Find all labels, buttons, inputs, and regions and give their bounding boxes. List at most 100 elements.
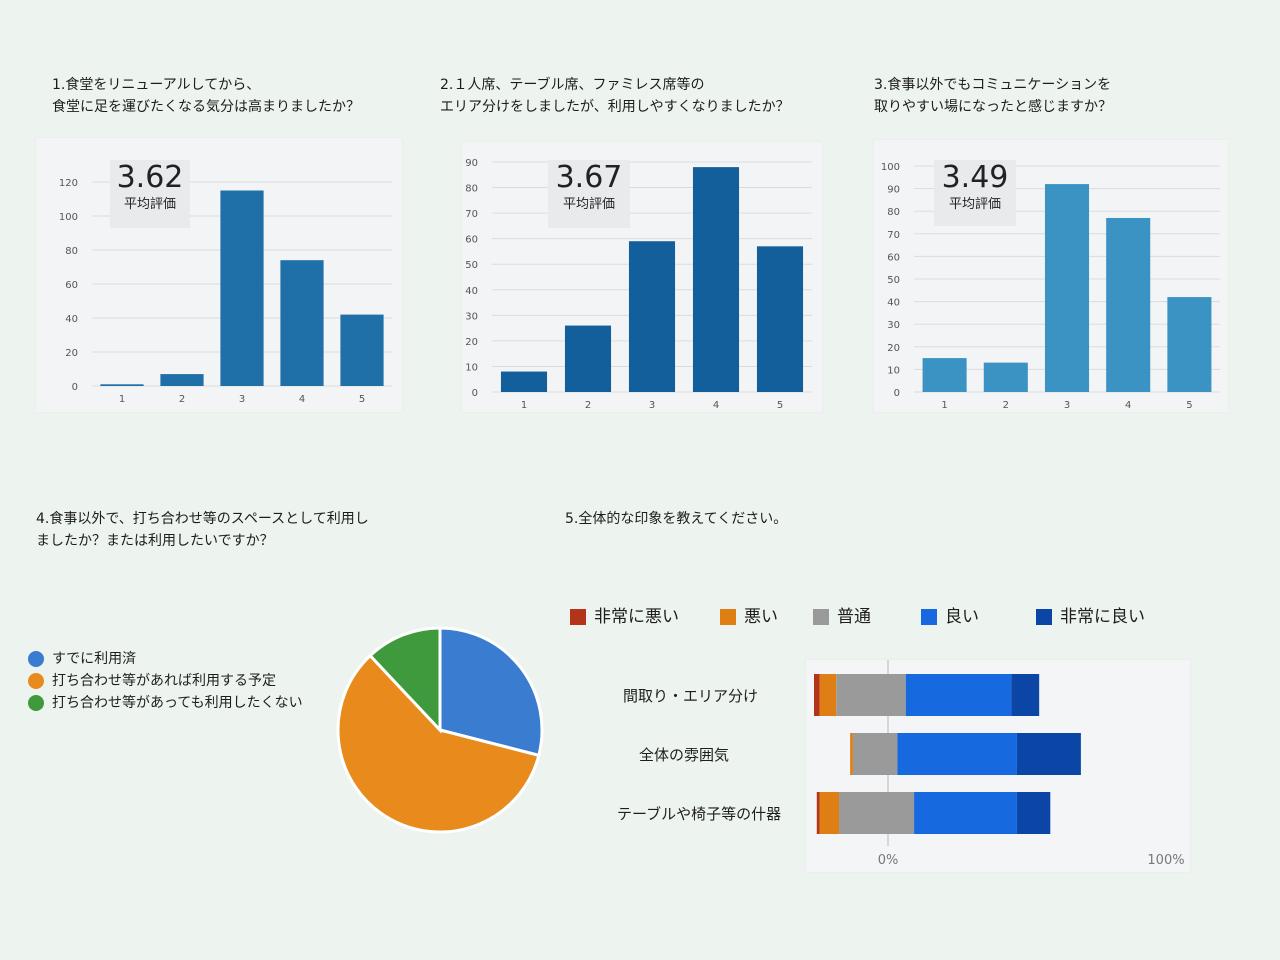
stacked-legend-item: 非常に良い xyxy=(1036,605,1145,629)
bar-chart-q2: 0 10 20 30 40 50 60 70 80 90 1 2 3 4 5 3.67 平均評価 xyxy=(462,142,822,412)
x-tick-label: 3 xyxy=(1064,400,1070,411)
legend-swatch-icon xyxy=(813,609,829,625)
y-tick-label: 30 xyxy=(465,311,478,322)
bar xyxy=(1106,217,1151,392)
stacked-segment xyxy=(852,733,898,775)
y-tick-label: 0 xyxy=(894,388,900,399)
question-2-title: 2.１人席、テーブル席、ファミレス席等の エリア分けをしましたが、利用しやすくな… xyxy=(440,77,790,115)
x-tick-label: 4 xyxy=(713,400,719,411)
bar-chart-q3-plot: 0 10 20 30 40 50 60 70 80 90 100 1 2 3 4 5 xyxy=(881,162,1220,411)
bar xyxy=(100,384,144,386)
stacked-segment xyxy=(814,674,820,716)
x-tick-label: 100% xyxy=(1147,853,1184,868)
pie-legend-item: すでに利用済 xyxy=(28,648,303,670)
pie-legend: すでに利用済 打ち合わせ等があれば利用する予定 打ち合わせ等があっても利用したく… xyxy=(28,648,303,714)
y-tick-label: 20 xyxy=(887,343,900,354)
stacked-category-label: テーブルや椅子等の什器 xyxy=(617,805,782,823)
y-tick-label: 30 xyxy=(887,320,900,331)
average-label-q1: 平均評価 xyxy=(123,197,176,212)
stacked-segment xyxy=(839,792,915,834)
y-tick-label: 40 xyxy=(465,286,478,297)
pie-legend-item: 打ち合わせ等があっても利用したくない xyxy=(28,692,303,714)
bar xyxy=(756,246,804,392)
average-box-q2: 3.67 平均評価 xyxy=(548,160,630,228)
stacked-bar-plot: 0% 100% xyxy=(814,660,1185,868)
x-tick-label: 3 xyxy=(649,400,655,411)
average-value-q2: 3.67 xyxy=(555,160,623,195)
x-tick-label: 4 xyxy=(299,394,305,405)
legend-dot-icon xyxy=(28,695,44,711)
x-tick-label: 5 xyxy=(1186,400,1192,411)
x-tick-label: 0% xyxy=(878,853,899,868)
stacked-segment xyxy=(816,792,820,834)
bar xyxy=(160,374,204,386)
y-tick-label: 0 xyxy=(72,382,78,393)
x-tick-label: 5 xyxy=(777,400,783,411)
bar xyxy=(983,362,1028,392)
stacked-bar-chart-q5: 0% 100% xyxy=(806,660,1190,872)
stacked-legend-label: 非常に良い xyxy=(1060,607,1145,627)
stacked-segment xyxy=(1016,733,1081,775)
y-tick-label: 40 xyxy=(887,298,900,309)
average-value-q1: 3.62 xyxy=(116,160,184,195)
y-tick-label: 20 xyxy=(65,348,78,359)
average-box-q3: 3.49 平均評価 xyxy=(934,160,1016,226)
pie-legend-label: 打ち合わせ等があっても利用したくない xyxy=(52,695,303,711)
stacked-segment xyxy=(819,674,837,716)
bar xyxy=(922,358,967,392)
bar xyxy=(564,325,612,392)
y-tick-label: 20 xyxy=(465,337,478,348)
y-tick-label: 90 xyxy=(465,158,478,169)
bar xyxy=(1167,297,1212,392)
bar xyxy=(500,371,548,392)
stacked-segment xyxy=(819,792,840,834)
stacked-segment xyxy=(836,674,906,716)
y-tick-label: 60 xyxy=(465,235,478,246)
y-tick-label: 40 xyxy=(65,314,78,325)
question-4-title: 4.食事以外で、打ち合わせ等のスペースとして利用し ましたか？または利用したいで… xyxy=(36,511,369,549)
legend-swatch-icon xyxy=(720,609,736,625)
stacked-segment xyxy=(1016,792,1051,834)
x-tick-label: 1 xyxy=(941,400,947,411)
bar xyxy=(340,314,384,386)
stacked-legend-item: 非常に悪い xyxy=(570,605,679,629)
stacked-legend-item: 普通 xyxy=(813,605,871,629)
bar-chart-q3: 0 10 20 30 40 50 60 70 80 90 100 1 2 3 4 5 3.49 平均評価 xyxy=(874,140,1228,412)
bar xyxy=(220,190,264,386)
stacked-segment xyxy=(914,792,1017,834)
stacked-legend-label: 非常に悪い xyxy=(594,607,679,627)
stacked-category-label: 間取り・エリア分け xyxy=(623,687,759,705)
question-3-title: 3.食事以外でもコミュニケーションを 取りやすい場になったと感じますか？ xyxy=(874,77,1112,115)
average-value-q3: 3.49 xyxy=(941,160,1009,195)
bar-chart-q1-plot: 0 20 40 60 80 100 120 1 2 3 4 5 xyxy=(59,178,392,405)
stacked-legend-item: 悪い xyxy=(720,605,778,629)
pie-slice xyxy=(368,626,442,734)
stacked-segment xyxy=(1011,674,1040,716)
bar-chart-q2-plot: 0 10 20 30 40 50 60 70 80 90 1 2 3 4 5 xyxy=(465,158,812,411)
y-tick-label: 70 xyxy=(887,230,900,241)
stacked-legend-label: 普通 xyxy=(837,607,871,627)
pie-slice xyxy=(336,653,541,834)
y-tick-label: 60 xyxy=(887,252,900,263)
x-tick-label: 5 xyxy=(359,394,365,405)
question-1-title: 1.食堂をリニューアルしてから、 食堂に足を運びたくなる気分は高まりましたか？ xyxy=(52,77,360,115)
x-tick-label: 3 xyxy=(239,394,245,405)
pie-legend-item: 打ち合わせ等があれば利用する予定 xyxy=(28,670,303,692)
pie-chart-q4 xyxy=(336,626,544,834)
y-tick-label: 80 xyxy=(887,207,900,218)
x-tick-label: 1 xyxy=(521,400,527,411)
stacked-segment xyxy=(850,733,853,775)
y-tick-label: 70 xyxy=(465,209,478,220)
bar-chart-q1: 0 20 40 60 80 100 120 1 2 3 4 5 3.62 平均評価 xyxy=(36,138,402,412)
legend-swatch-icon xyxy=(1036,609,1052,625)
legend-swatch-icon xyxy=(921,609,937,625)
legend-swatch-icon xyxy=(570,609,586,625)
pie-legend-label: 打ち合わせ等があれば利用する予定 xyxy=(52,673,276,689)
legend-dot-icon xyxy=(28,651,44,667)
stacked-legend-label: 良い xyxy=(945,607,979,627)
average-label-q2: 平均評価 xyxy=(562,197,615,212)
bar xyxy=(628,241,676,392)
average-box-q1: 3.62 平均評価 xyxy=(110,160,190,228)
stacked-segment xyxy=(897,733,1017,775)
y-tick-label: 120 xyxy=(59,178,78,189)
